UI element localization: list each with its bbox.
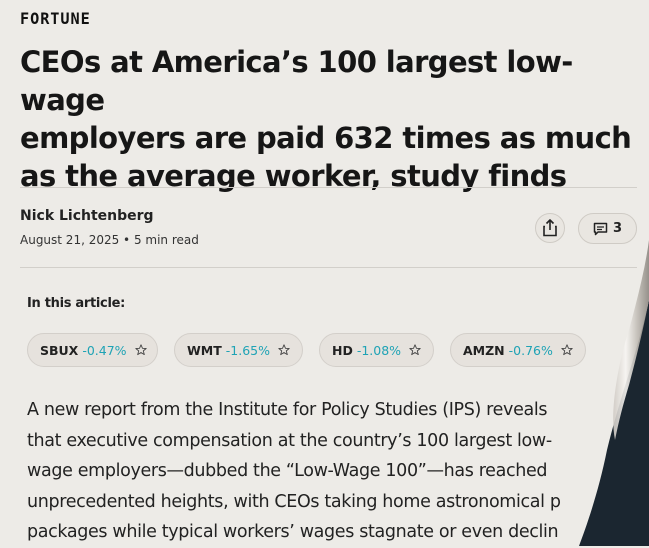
comment-count: 3 <box>612 221 623 236</box>
ticker-symbol: WMT <box>187 342 222 358</box>
article-meta: August 21, 2025 • 5 min read <box>20 233 199 247</box>
body-line: that executive compensation at the count… <box>27 430 552 451</box>
share-icon <box>543 219 557 237</box>
ticker-symbol: AMZN <box>463 342 505 358</box>
headline-line: employers are paid 632 times as much <box>20 121 632 155</box>
body-line: wage employers—dubbed the “Low-Wage 100”… <box>27 461 548 481</box>
ticker-chip-amzn[interactable]: AMZN -0.76% <box>450 333 586 367</box>
share-button[interactable] <box>535 213 565 243</box>
article-headline: CEOs at America’s 100 largest low-wage e… <box>20 43 640 195</box>
star-outline-icon[interactable] <box>134 344 147 356</box>
fortune-logo[interactable]: FORTUNE <box>20 9 91 28</box>
star-outline-icon[interactable] <box>278 344 290 356</box>
in-this-article-label: In this article: <box>27 296 126 311</box>
body-line: packages while typical workers’ wages st… <box>27 522 559 542</box>
divider <box>20 267 637 268</box>
divider <box>20 187 637 188</box>
ticker-change: -0.47% <box>82 342 127 358</box>
comment-icon <box>593 222 608 235</box>
body-line: A new report from the Institute for Poli… <box>27 400 548 420</box>
body-line: unprecedented heights, with CEOs taking … <box>27 491 561 512</box>
ticker-change: -0.76% <box>508 342 553 358</box>
ticker-change: -1.08% <box>356 342 402 358</box>
ticker-chip-wmt[interactable]: WMT -1.65% <box>174 333 303 367</box>
article-body: A new report from the Institute for Poli… <box>27 395 627 548</box>
ticker-change: -1.65% <box>225 342 270 358</box>
author-name[interactable]: Nick Lichtenberg <box>20 208 154 224</box>
ticker-list: SBUX -0.47% WMT -1.65% HD -1.08% AMZN -0… <box>27 333 627 368</box>
ticker-chip-hd[interactable]: HD -1.08% <box>319 333 434 367</box>
ticker-symbol: SBUX <box>40 342 79 358</box>
star-outline-icon[interactable] <box>409 344 421 356</box>
comments-button[interactable]: 3 <box>578 213 637 244</box>
ticker-symbol: HD <box>332 342 353 358</box>
star-outline-icon[interactable] <box>561 344 573 356</box>
headline-line: CEOs at America’s 100 largest low-wage <box>20 45 573 117</box>
headline-line: as the average worker, study finds <box>20 159 567 193</box>
ticker-chip-sbux[interactable]: SBUX -0.47% <box>27 333 158 367</box>
